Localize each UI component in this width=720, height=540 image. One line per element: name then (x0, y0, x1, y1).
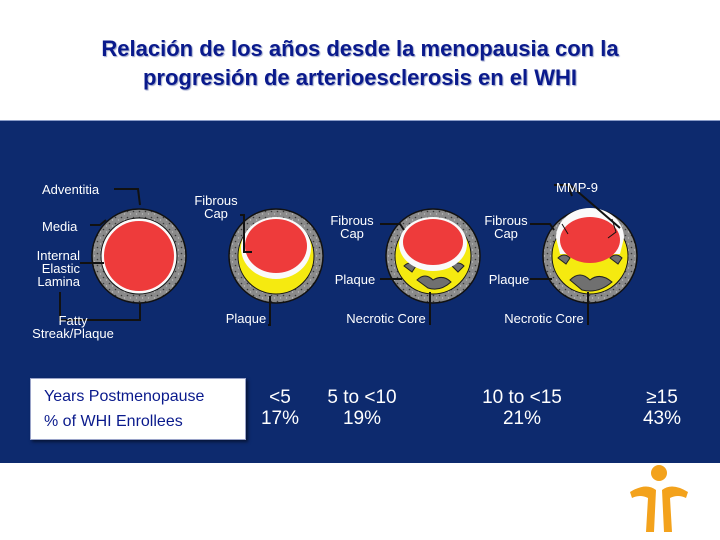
label-necrotic-core-2: Necrotic Core (504, 311, 584, 326)
title-line-2: progresión de arterioesclerosis en el WH… (142, 65, 578, 90)
vessel-fatty-streak (91, 208, 187, 304)
label-internal-elastic-lamina: Internal Elastic Lamina (36, 248, 80, 289)
label-plaque-2: Plaque (334, 272, 376, 287)
label-mmp9: MMP-9 (556, 180, 598, 195)
label-fatty-streak-plaque: Fatty Streak/Plaque (32, 313, 114, 341)
leader-lines (59, 184, 621, 326)
group-percent: 21% (502, 408, 542, 429)
group-10-to-15: 10 to <15 21% (462, 387, 582, 429)
label-plaque-3: Plaque (488, 272, 530, 287)
title-line-1: Relación de los años desde la menopausia… (101, 36, 619, 61)
label-fibrous-cap-3: Fibrous Cap (484, 213, 528, 241)
page-title: Relación de los años desde la menopausia… (0, 34, 720, 92)
vessel-mmp9 (542, 208, 638, 304)
group-years: 5 to <10 (327, 387, 397, 408)
label-fibrous-cap-1: Fibrous Cap (194, 193, 238, 221)
vessel-plaque (228, 208, 324, 304)
artery-progression-diagram (59, 184, 638, 326)
group-years: <5 (269, 387, 291, 408)
label-plaque-1: Plaque (225, 311, 267, 326)
legend-enrollees-label: % of WHI Enrollees (44, 413, 183, 430)
vessel-necrotic-core (385, 208, 481, 304)
group-lt5: <5 17% (250, 387, 310, 429)
legend-years-label: Years Postmenopause (44, 388, 205, 405)
group-percent: 17% (260, 408, 300, 429)
label-media: Media (42, 219, 78, 234)
label-fibrous-cap-2: Fibrous Cap (330, 213, 374, 241)
person-figure-icon (630, 465, 688, 532)
group-years: 10 to <15 (482, 387, 562, 408)
group-5-to-10: 5 to <10 19% (312, 387, 412, 429)
label-necrotic-core-1: Necrotic Core (346, 311, 426, 326)
label-adventitia: Adventitia (42, 182, 100, 197)
legend-box: Years Postmenopause % of WHI Enrollees (30, 378, 246, 440)
group-percent: 43% (642, 408, 682, 429)
group-years: ≥15 (646, 387, 678, 408)
group-15-plus: ≥15 43% (630, 387, 694, 429)
group-percent: 19% (342, 408, 382, 429)
